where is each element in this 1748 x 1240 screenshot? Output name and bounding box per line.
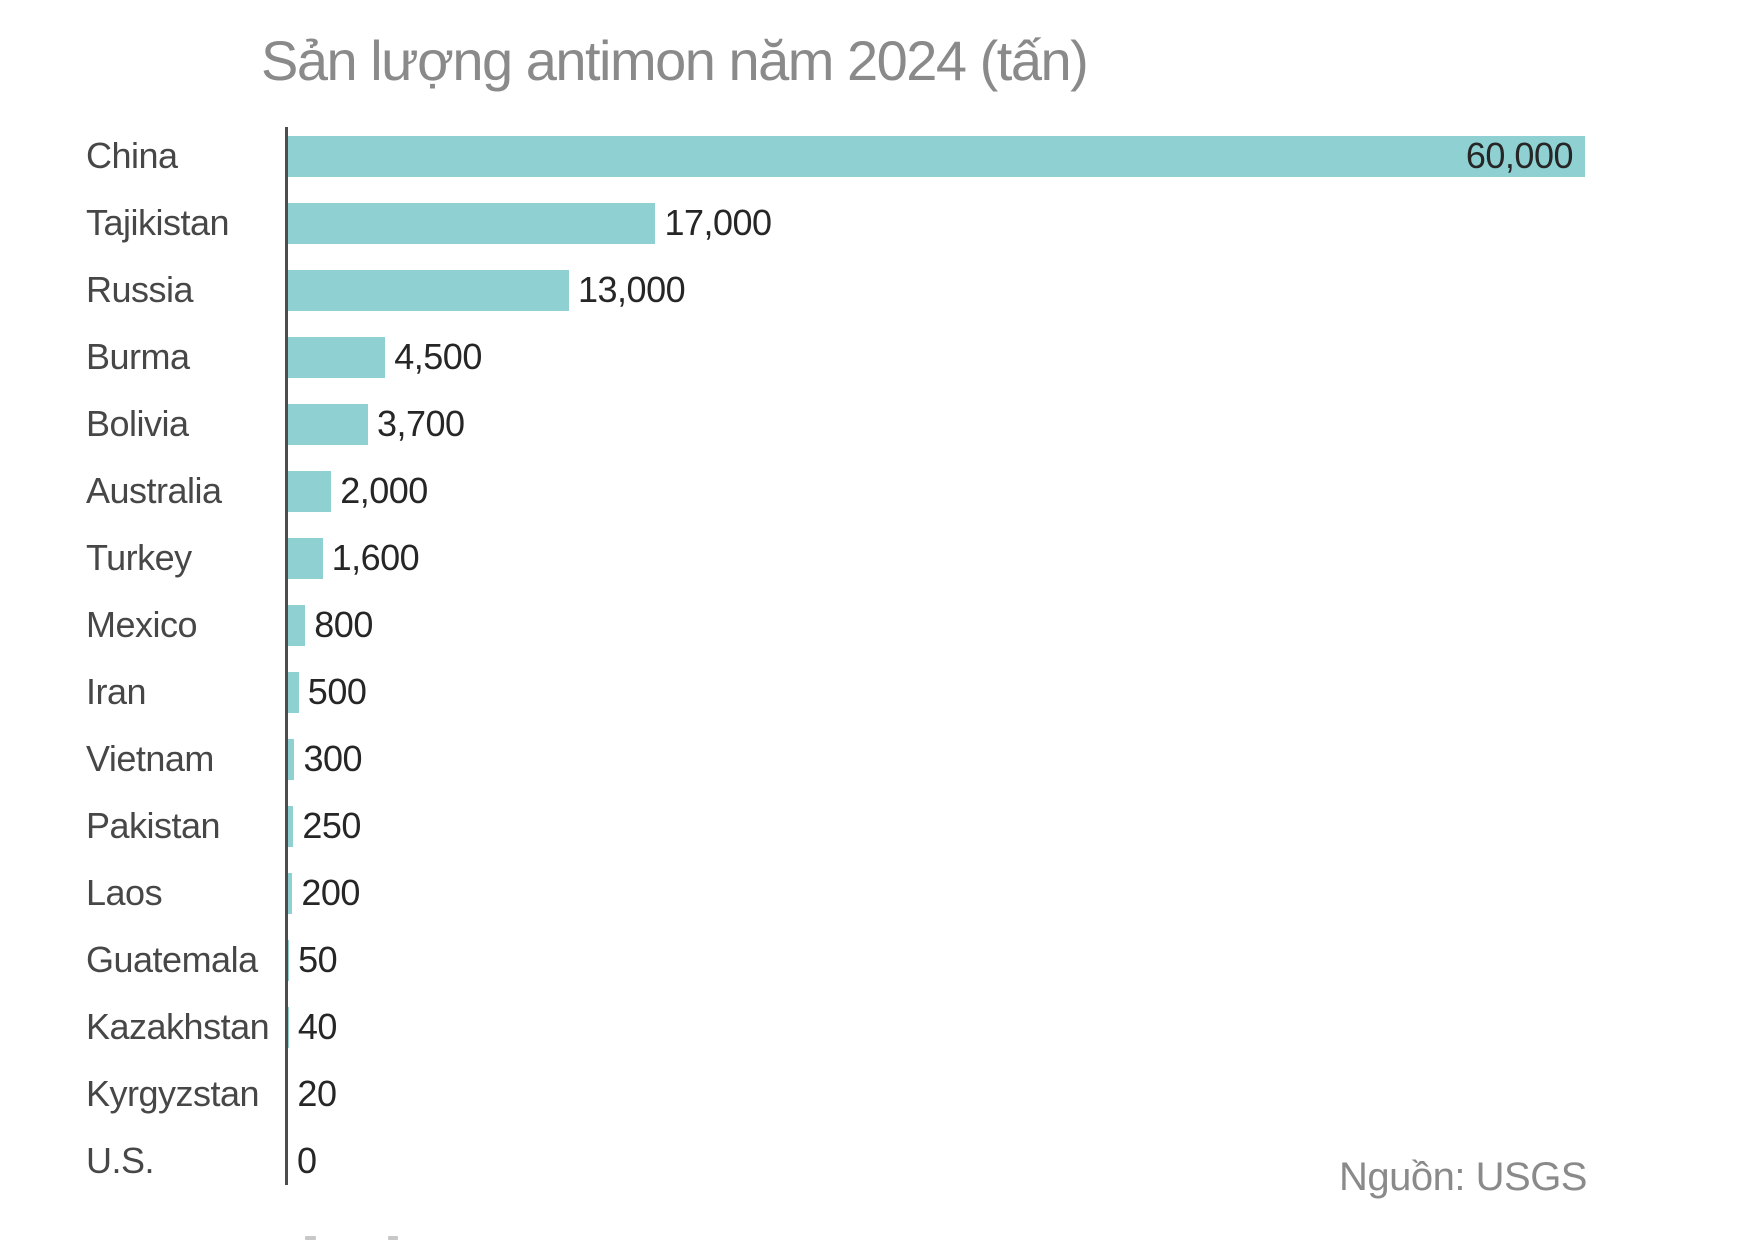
bar-row: Kazakhstan 40 — [0, 994, 1748, 1061]
value-label: 20 — [297, 1073, 337, 1114]
category-label: Russia — [86, 269, 194, 310]
category-label: Vietnam — [86, 738, 214, 779]
cropped-text-fragment — [388, 1236, 398, 1240]
value-label: 500 — [307, 671, 367, 712]
bar-row: Tajikistan 17,000 — [0, 190, 1748, 257]
value-label: 0 — [297, 1140, 317, 1181]
value-label: 1,600 — [331, 537, 420, 578]
cropped-text-fragment — [305, 1236, 316, 1240]
bar — [288, 939, 290, 981]
bar — [288, 604, 306, 646]
bar-row: Bolivia 3,700 — [0, 391, 1748, 458]
bar — [288, 470, 332, 512]
category-label: Pakistan — [86, 805, 221, 846]
value-label: 40 — [297, 1006, 338, 1047]
bar-row: Mexico 800 — [0, 592, 1748, 659]
bar — [288, 738, 295, 780]
category-label: Mexico — [86, 604, 198, 645]
bar-row: Burma 4,500 — [0, 324, 1748, 391]
bar — [288, 336, 386, 378]
category-label: Kazakhstan — [86, 1006, 270, 1047]
bar — [288, 403, 368, 445]
bar — [288, 135, 1585, 177]
source-note: Nguồn: USGS — [1339, 1155, 1587, 1199]
bar — [288, 671, 299, 713]
bar-row: Iran 500 — [0, 659, 1748, 726]
bar-row: Laos 200 — [0, 860, 1748, 927]
value-label: 200 — [301, 872, 360, 913]
bar — [288, 202, 656, 244]
category-label: Bolivia — [86, 403, 189, 444]
category-label: Laos — [86, 872, 163, 913]
bar-row: Pakistan 250 — [0, 793, 1748, 860]
category-label: Burma — [86, 336, 190, 377]
value-label: 3,700 — [376, 403, 465, 444]
value-label: 800 — [314, 604, 373, 645]
bar — [288, 269, 570, 311]
value-label: 60,000 — [1465, 135, 1574, 176]
value-label: 13,000 — [578, 269, 686, 310]
value-label: 300 — [303, 738, 363, 779]
bar-row: Turkey 1,600 — [0, 525, 1748, 592]
value-label: 17,000 — [664, 202, 772, 243]
value-label: 50 — [298, 939, 338, 980]
bar — [288, 805, 294, 847]
bar — [288, 1006, 289, 1048]
bar — [288, 872, 293, 914]
value-label: 4,500 — [394, 336, 482, 377]
category-label: Guatemala — [86, 939, 258, 980]
value-label: 250 — [302, 805, 361, 846]
category-label: Turkey — [86, 537, 192, 578]
bar — [288, 537, 323, 579]
category-label: Kyrgyzstan — [86, 1073, 260, 1114]
bar-row: Russia 13,000 — [0, 257, 1748, 324]
value-label: 2,000 — [340, 470, 428, 511]
category-label: China — [86, 135, 178, 176]
y-axis-line — [285, 127, 288, 1185]
category-label: Tajikistan — [86, 202, 230, 243]
bar-row: Kyrgyzstan 20 — [0, 1061, 1748, 1128]
bar-row: Australia 2,000 — [0, 458, 1748, 525]
bar-row: Guatemala 50 — [0, 927, 1748, 994]
category-label: Iran — [86, 671, 147, 712]
chart-title: Sản lượng antimon năm 2024 (tấn) — [261, 29, 1089, 92]
category-label: Australia — [86, 470, 222, 511]
bar-row: Vietnam 300 — [0, 726, 1748, 793]
bar-row: U.S. 0 — [0, 1128, 1748, 1195]
bar-row: China 60,000 — [0, 123, 1748, 190]
category-label: U.S. — [86, 1140, 155, 1181]
